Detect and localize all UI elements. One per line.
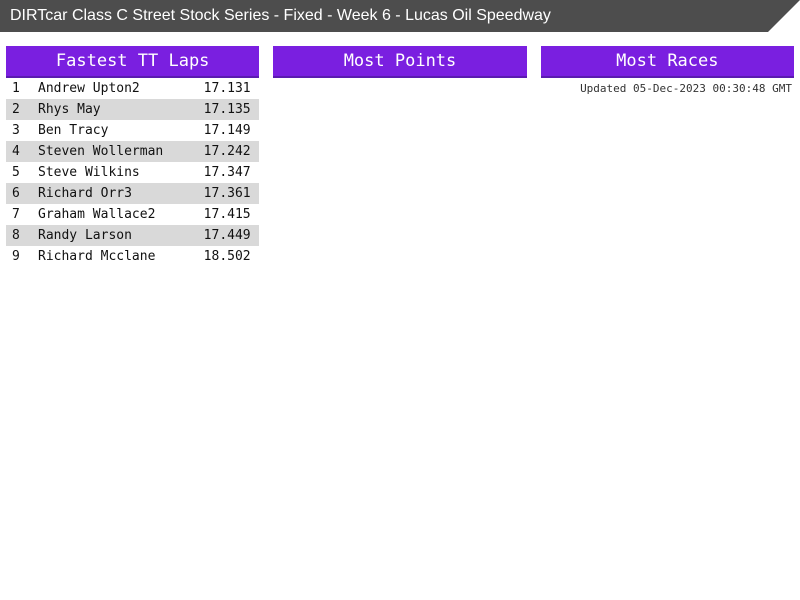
- updated-timestamp: Updated 05-Dec-2023 00:30:48 GMT: [541, 78, 794, 95]
- header-chevron-decoration: [768, 0, 800, 32]
- table-row: 6 Richard Orr3 17.361: [6, 183, 259, 204]
- page-header-bar: DIRTcar Class C Street Stock Series - Fi…: [0, 0, 800, 32]
- table-row: 5 Steve Wilkins 17.347: [6, 162, 259, 183]
- panel-body-most-points: [273, 78, 526, 98]
- table-row: 7 Graham Wallace2 17.415: [6, 204, 259, 225]
- panel-header-most-points: Most Points: [273, 46, 526, 78]
- panel-header-most-races: Most Races: [541, 46, 794, 78]
- table-body-fastest-tt-laps: 1 Andrew Upton2 17.131 2 Rhys May 17.135…: [6, 78, 259, 267]
- table-row: 9 Richard Mcclane 18.502: [6, 246, 259, 267]
- panel-fastest-tt-laps: Fastest TT Laps 1 Andrew Upton2 17.131 2…: [6, 46, 259, 267]
- page-title: DIRTcar Class C Street Stock Series - Fi…: [0, 7, 551, 25]
- table-fastest-tt-laps: 1 Andrew Upton2 17.131 2 Rhys May 17.135…: [6, 78, 259, 267]
- table-row: 4 Steven Wollerman 17.242: [6, 141, 259, 162]
- table-row: 1 Andrew Upton2 17.131: [6, 78, 259, 99]
- table-row: 3 Ben Tracy 17.149: [6, 120, 259, 141]
- panel-most-races: Most Races Updated 05-Dec-2023 00:30:48 …: [541, 46, 794, 267]
- panel-most-points: Most Points: [273, 46, 526, 267]
- panel-header-fastest-tt-laps: Fastest TT Laps: [6, 46, 259, 78]
- table-row: 8 Randy Larson 17.449: [6, 225, 259, 246]
- panels-row: Fastest TT Laps 1 Andrew Upton2 17.131 2…: [0, 32, 800, 267]
- table-row: 2 Rhys May 17.135: [6, 99, 259, 120]
